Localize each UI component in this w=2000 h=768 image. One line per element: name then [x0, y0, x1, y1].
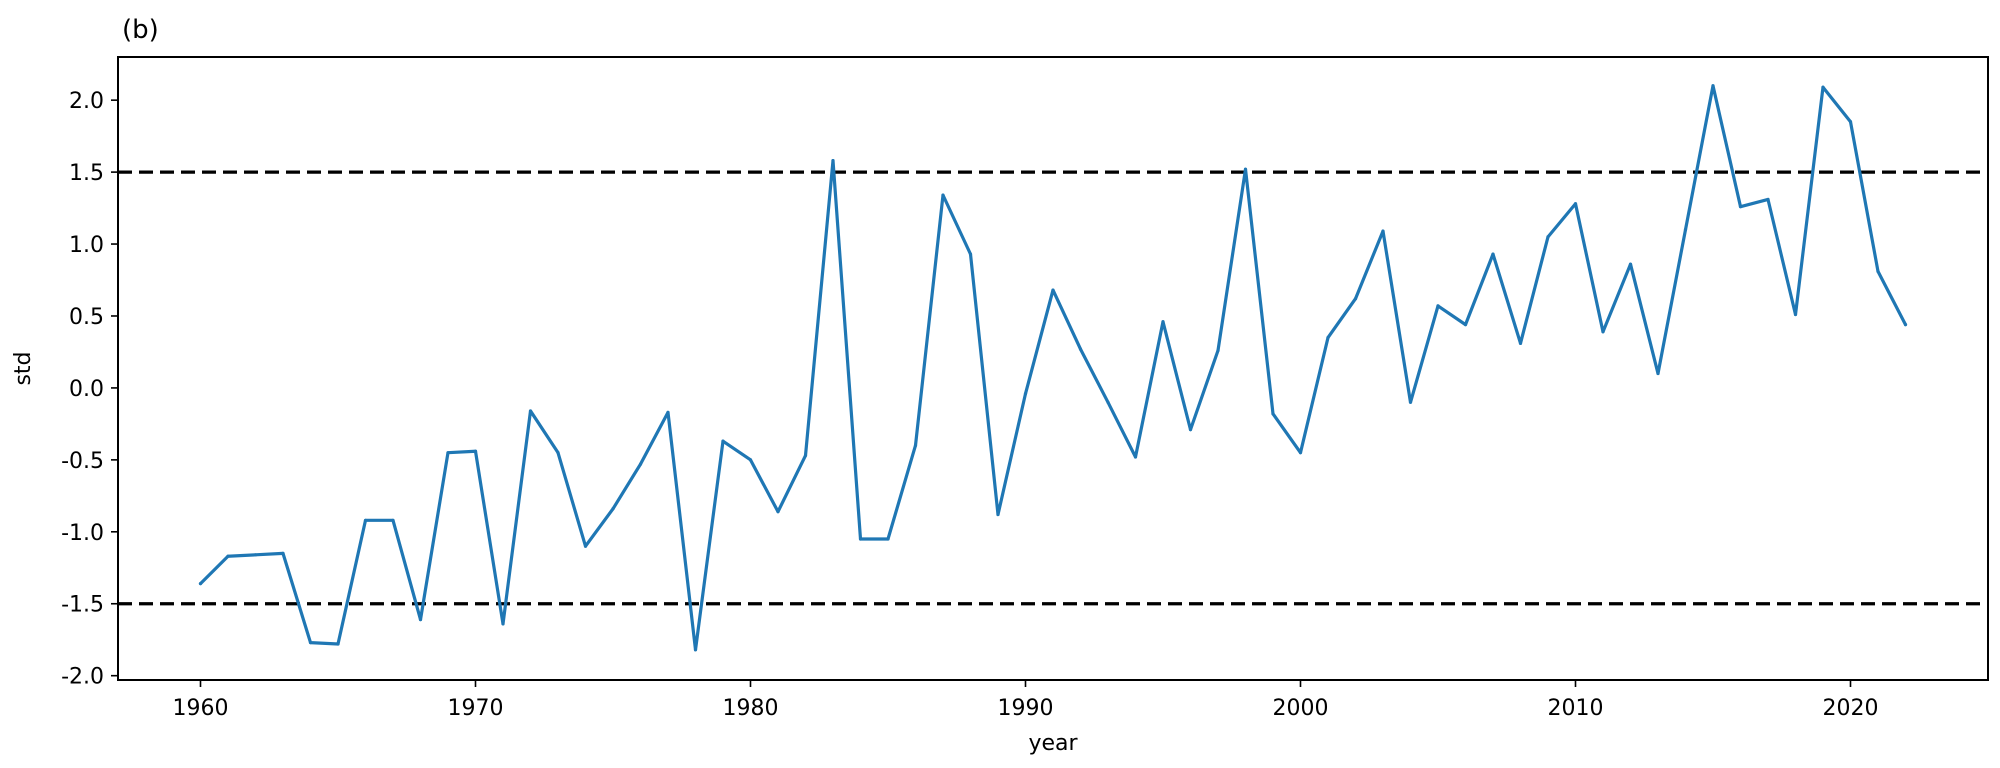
data-point: [1793, 312, 1798, 317]
data-point: [1491, 252, 1495, 256]
data-point: [253, 553, 258, 557]
data-point: [1546, 235, 1550, 239]
data-point: [583, 544, 588, 548]
data-point: [556, 451, 560, 455]
data-point: [1683, 228, 1688, 232]
data-point: [996, 512, 1000, 517]
series-layer: [198, 84, 1908, 652]
data-point: [1738, 205, 1743, 209]
data-point: [941, 193, 945, 197]
data-point: [1326, 335, 1330, 340]
data-point: [1271, 412, 1275, 416]
y-tick-label: -0.5: [61, 449, 104, 474]
series-line-0: [198, 84, 1908, 652]
data-point: [336, 642, 340, 646]
y-tick-label: 2.0: [69, 89, 104, 114]
data-point: [1078, 347, 1083, 351]
data-point: [1518, 341, 1523, 345]
x-tick-label: 2020: [1823, 696, 1879, 721]
y-tick-label: 1.0: [69, 233, 104, 258]
data-point: [1876, 269, 1880, 273]
data-point: [1051, 288, 1055, 292]
data-point: [281, 551, 285, 555]
data-point: [501, 622, 505, 626]
data-point: [1023, 392, 1028, 396]
y-axis: -2.0 -1.5 -1.0 -0.5 0.0 0.5 1.0 1.5 2.0: [61, 89, 118, 690]
x-axis: 1960 1970 1980 1990 2000 2010 2020: [173, 680, 1879, 721]
data-point: [1436, 304, 1440, 308]
data-point: [1656, 371, 1660, 376]
data-point: [666, 410, 670, 414]
data-point: [1161, 320, 1165, 324]
data-point: [1381, 229, 1385, 233]
data-point: [1216, 348, 1220, 353]
data-point: [418, 617, 423, 622]
data-point: [1243, 167, 1248, 171]
data-point: [1903, 323, 1908, 327]
panel-label: (b): [122, 15, 159, 45]
data-point: [1821, 85, 1825, 89]
data-point: [638, 462, 643, 466]
y-tick-label: -1.0: [61, 521, 104, 546]
data-point: [721, 439, 725, 443]
data-point: [528, 409, 533, 413]
data-point: [363, 518, 368, 522]
data-point: [913, 443, 918, 448]
data-point: [1766, 197, 1770, 202]
data-point: [748, 458, 753, 462]
data-point: [473, 449, 478, 453]
data-point: [446, 451, 450, 455]
data-point: [1106, 400, 1110, 404]
data-point: [308, 640, 313, 645]
data-point: [226, 554, 230, 558]
x-tick-label: 2000: [1273, 696, 1329, 721]
data-point: [1133, 455, 1138, 459]
y-tick-label: -2.0: [61, 665, 104, 690]
data-point: [803, 453, 808, 458]
data-point: [1601, 330, 1605, 334]
y-tick-label: -1.5: [61, 593, 104, 618]
reference-lines: [118, 170, 1988, 606]
data-point: [1298, 451, 1303, 455]
data-point: [1408, 400, 1413, 404]
data-point: [1353, 297, 1358, 301]
data-point: [1463, 323, 1468, 327]
data-point: [198, 582, 203, 586]
data-point: [1573, 202, 1578, 206]
data-point: [1188, 428, 1193, 432]
plot-frame: [117, 56, 1989, 681]
data-point: [693, 648, 698, 652]
data-point: [1848, 120, 1853, 124]
x-axis-label: year: [1028, 731, 1078, 756]
data-point: [858, 537, 863, 541]
y-tick-label: 0.0: [69, 377, 104, 402]
y-tick-label: 0.5: [69, 305, 104, 330]
x-tick-label: 1970: [448, 696, 504, 721]
data-point: [968, 252, 973, 256]
data-point: [391, 518, 395, 522]
data-point: [886, 537, 890, 541]
data-point: [831, 158, 835, 163]
data-point: [1711, 84, 1715, 88]
data-point: [776, 510, 780, 514]
data-point: [611, 507, 615, 511]
y-axis-label: std: [11, 351, 36, 385]
x-tick-label: 1980: [723, 696, 779, 721]
y-tick-label: 1.5: [69, 161, 104, 186]
data-point: [1628, 262, 1633, 266]
x-tick-label: 2010: [1548, 696, 1604, 721]
x-tick-label: 1990: [998, 696, 1054, 721]
x-tick-label: 1960: [173, 696, 229, 721]
